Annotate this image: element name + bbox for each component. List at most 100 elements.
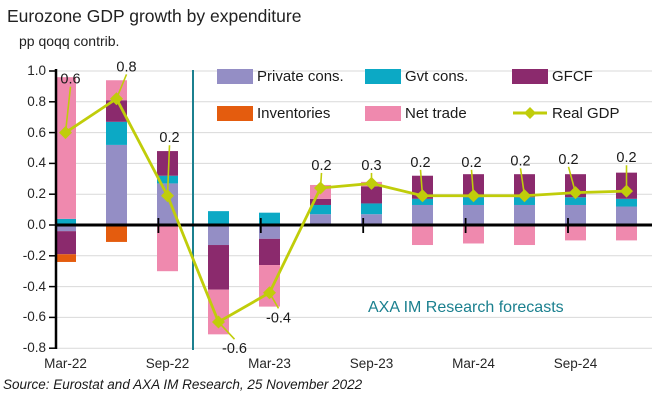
gdp-label-leader — [166, 145, 171, 196]
legend-label: Private cons. — [257, 67, 344, 85]
gdp-data-label: -0.6 — [222, 341, 247, 357]
y-tick-label: 0.6 — [27, 124, 46, 140]
legend-item: Private cons. — [217, 67, 344, 85]
bar-segment — [106, 100, 127, 122]
bar-segment — [259, 238, 280, 266]
y-tick-label: -0.4 — [22, 278, 46, 294]
gdp-diamond-marker — [467, 189, 480, 203]
y-tick-label: 0.4 — [27, 155, 46, 171]
gdp-polyline — [64, 96, 627, 325]
gridlines — [56, 70, 652, 349]
bar-segment — [616, 198, 637, 207]
y-tick-label: -0.6 — [22, 309, 46, 325]
bar-segment — [463, 204, 484, 225]
y-tick-label: -0.2 — [22, 247, 46, 263]
legend-label: Real GDP — [552, 104, 620, 122]
gdp-data-label: 0.2 — [410, 155, 430, 171]
bar-segment — [55, 77, 76, 219]
y-tick-label: 1.0 — [27, 63, 46, 78]
gdp-data-label: -0.4 — [266, 310, 291, 326]
gdp-diamond-marker — [263, 286, 276, 300]
bar-segment — [208, 211, 229, 225]
bar-segment — [259, 225, 280, 239]
bar-segment — [412, 225, 433, 246]
legend-label: Gvt cons. — [405, 67, 469, 85]
gdp-label-leader — [64, 86, 72, 133]
legend-swatch-icon — [512, 68, 548, 84]
gdp-diamond-marker — [620, 184, 633, 198]
gdp-diamond-marker — [569, 186, 582, 200]
gdp-diamond-marker — [518, 189, 531, 203]
bar-segment — [259, 265, 280, 307]
gdp-diamond-marker — [365, 176, 378, 190]
bar-segment — [514, 174, 535, 198]
bar-segment — [616, 225, 637, 241]
bar-segment — [157, 183, 178, 225]
gdp-data-labels: 0.6 0.8 0.2 -0.6 -0.4 0.2 0.3 0.2 0.2 0.2 0.2 0.2 — [60, 59, 636, 357]
x-tick-label: Sep-23 — [349, 356, 394, 371]
forecast-annotation: AXA IM Research forecasts — [368, 299, 564, 316]
bar-segment — [514, 225, 535, 246]
bar-segment — [157, 151, 178, 176]
gdp-data-label: 0.2 — [159, 130, 179, 146]
chart-title: Eurozone GDP growth by expenditure — [7, 6, 302, 26]
bar-segment — [310, 204, 331, 215]
y-tick-label: 0.0 — [27, 217, 46, 232]
legend-label: Inventories — [257, 104, 331, 122]
x-tick-label: Mar-23 — [248, 356, 291, 371]
bar-segment — [106, 144, 127, 225]
gdp-diamond-marker — [416, 189, 429, 203]
bar-segment — [514, 204, 535, 225]
legend-item: Real GDP — [512, 104, 620, 122]
gdp-data-label: 0.2 — [510, 153, 530, 169]
bar-segment — [208, 225, 229, 246]
gdp-diamond-marker — [212, 315, 225, 329]
legend-item: Inventories — [217, 104, 331, 122]
bar-segment — [463, 225, 484, 244]
bar-segment — [259, 212, 280, 225]
bar-segment — [157, 225, 178, 272]
bar-segment — [310, 214, 331, 225]
bar-segment — [55, 254, 76, 262]
real-gdp-line — [59, 74, 633, 340]
bar-segment — [412, 204, 433, 225]
bar-segment — [106, 121, 127, 145]
axes — [49, 69, 652, 349]
legend-swatch-icon — [217, 105, 253, 121]
x-tick-label: Mar-24 — [452, 356, 495, 371]
gdp-data-label: 0.8 — [116, 59, 136, 75]
gdp-data-label: 0.6 — [60, 72, 80, 88]
gdp-diamond-marker — [59, 126, 72, 140]
bar-segment — [361, 214, 382, 225]
bar-segment — [361, 203, 382, 215]
legend-swatch-icon — [365, 68, 401, 84]
bar-segment — [310, 198, 331, 205]
legend-line-marker-icon — [513, 107, 547, 119]
source-note: Source: Eurostat and AXA IM Research, 25… — [3, 377, 363, 392]
x-tick-label: Sep-24 — [553, 356, 598, 371]
chart-subtitle: pp qoqq contrib. — [19, 33, 120, 49]
x-tick-label: Sep-22 — [145, 356, 190, 371]
bar-segment — [361, 186, 382, 204]
y-tick-label: 0.8 — [27, 93, 46, 109]
y-tick-label: 0.2 — [27, 186, 46, 202]
gdp-data-label: 0.2 — [461, 155, 481, 171]
gdp-diamond-marker — [314, 181, 327, 195]
legend-label: GFCF — [552, 67, 593, 85]
gdp-data-label: 0.3 — [361, 158, 381, 174]
gdp-diamond-marker — [110, 92, 123, 106]
bar-segment — [55, 231, 76, 255]
legend-label: Net trade — [405, 104, 467, 122]
bar-segment — [616, 206, 637, 225]
bar-segment — [565, 204, 586, 225]
gdp-diamond-marker — [161, 189, 174, 203]
gdp-data-label: 0.2 — [311, 158, 331, 174]
gdp-data-label: 0.2 — [616, 150, 636, 166]
x-tick-label: Mar-22 — [44, 356, 87, 371]
bar-segment — [565, 197, 586, 205]
legend-swatch-icon — [217, 68, 253, 84]
legend-item: Net trade — [365, 104, 467, 122]
bar-segment — [208, 245, 229, 290]
